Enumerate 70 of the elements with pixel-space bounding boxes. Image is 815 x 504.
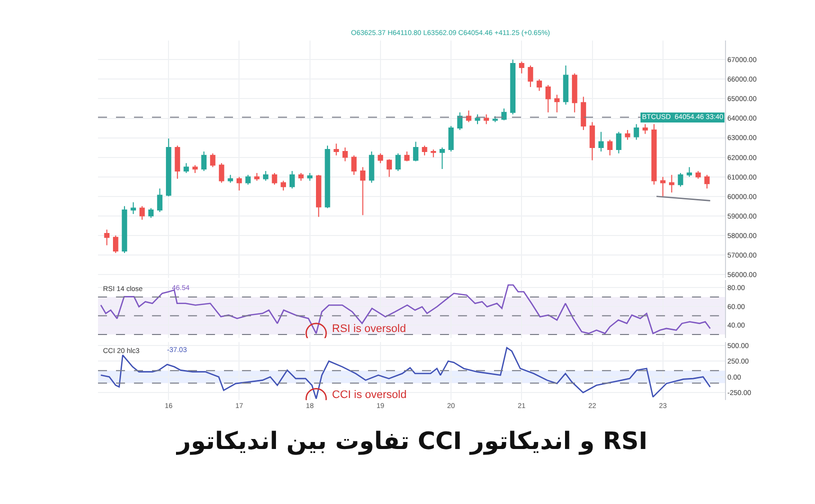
candlestick: [616, 131, 622, 154]
candlestick: [580, 96, 586, 130]
candlestick: [122, 206, 128, 254]
candlestick: [307, 172, 312, 182]
candlestick: [536, 78, 542, 92]
candlestick: [298, 172, 304, 182]
candlestick: [290, 170, 295, 190]
candlestick: [360, 166, 366, 216]
annotation: CCI is oversold: [332, 389, 407, 401]
candlestick: [174, 145, 180, 180]
candlestick: [518, 61, 524, 74]
candlestick: [104, 229, 110, 246]
candlestick: [590, 122, 595, 161]
candlestick: [572, 72, 578, 113]
text: تفاوت بین اندیکاتور CCI و اندیکاتور RSI: [176, 427, 648, 455]
candlestick: [669, 174, 674, 193]
candlestick: [139, 206, 145, 220]
candlestick: [678, 172, 684, 188]
candlestick: [334, 143, 339, 156]
candlestick: [510, 59, 516, 115]
candlestick: [368, 150, 374, 184]
candlestick: [201, 150, 207, 172]
candlestick: [395, 152, 401, 172]
candlestick: [528, 65, 534, 88]
candlestick: [324, 145, 330, 209]
candlestick: [448, 126, 454, 152]
candlestick: [404, 150, 410, 162]
candlestick: [598, 131, 604, 152]
candlestick: [686, 166, 692, 178]
candlestick: [457, 112, 463, 130]
candlestick: [157, 188, 162, 212]
candlestick: [554, 94, 560, 113]
candlestick: [342, 147, 348, 162]
candlestick: [192, 164, 198, 174]
candlestick: [545, 84, 551, 113]
candlestick: [166, 138, 172, 197]
candlestick: [236, 176, 242, 192]
candlestick: [484, 114, 490, 125]
candlestick: [263, 170, 268, 182]
candlestick: [440, 147, 445, 170]
candlestick: [184, 162, 189, 174]
candlestick: [218, 162, 224, 184]
candlestick: [280, 180, 286, 192]
candlestick: [704, 174, 710, 190]
candlestick: [466, 110, 472, 123]
candlestick: [112, 234, 118, 254]
candlestick: [272, 172, 278, 186]
annotation: RSI is oversold: [332, 323, 406, 335]
candlestick: [413, 141, 418, 162]
candlestick: [228, 174, 234, 184]
candlestick: [607, 139, 613, 156]
candlestick: [563, 65, 568, 106]
candlestick: [624, 129, 630, 140]
candlestick: [148, 208, 154, 218]
candlestick: [316, 174, 322, 218]
candlestick: [696, 170, 701, 180]
candlestick: [245, 174, 251, 186]
candlestick: [660, 176, 666, 197]
candlestick: [130, 202, 136, 214]
line-series: [100, 347, 711, 400]
candlestick: [351, 154, 357, 176]
candlestick: [378, 152, 384, 164]
candlestick: [210, 152, 216, 168]
candlestick: [386, 158, 392, 178]
candlestick: [430, 149, 436, 158]
candlestick: [422, 145, 428, 156]
candlestick: [254, 172, 260, 182]
candlestick: [651, 124, 657, 186]
candlestick: [634, 124, 640, 140]
candlestick: [642, 124, 648, 134]
